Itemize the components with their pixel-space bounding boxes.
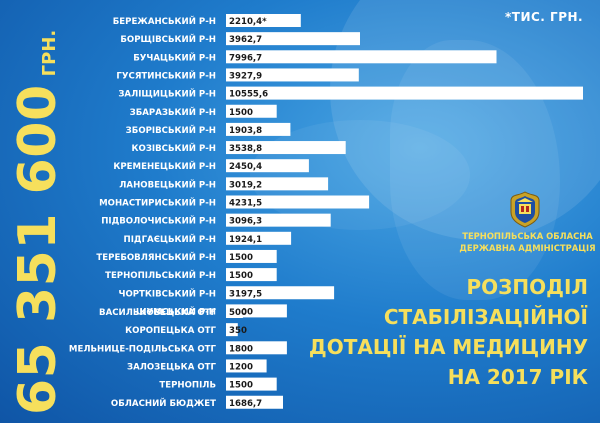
bar bbox=[226, 377, 277, 391]
category-label: КРЕМЕНЕЦЬКИЙ Р-Н bbox=[113, 160, 216, 172]
bar bbox=[226, 305, 243, 318]
data-label: 2450,4 bbox=[229, 162, 262, 172]
category-label: ТЕРЕБОВЛЯНСЬКИЙ Р-Н bbox=[96, 251, 216, 263]
bar bbox=[226, 104, 277, 118]
bar bbox=[226, 159, 309, 173]
category-label: КОЗІВСЬКИЙ Р-Н bbox=[132, 142, 217, 154]
category-label: ЗАЛОЗЕЦЬКА ОТГ bbox=[127, 362, 217, 372]
headline-line: НА 2017 РІК bbox=[447, 365, 588, 389]
data-label: 3096,3 bbox=[229, 217, 262, 227]
bar bbox=[226, 323, 238, 337]
category-label: ЗАЛІЩИЦЬКИЙ Р-Н bbox=[118, 88, 216, 100]
data-label: 1903,8 bbox=[229, 126, 262, 136]
bar bbox=[226, 177, 329, 191]
organization-line: ТЕРНОПІЛЬСЬКА ОБЛАСНА bbox=[462, 231, 593, 241]
data-label: 1500 bbox=[229, 108, 253, 118]
category-label: БУЧАЦЬКИЙ Р-Н bbox=[133, 51, 216, 63]
bar bbox=[226, 395, 283, 409]
category-label: ВАСИЛЬКОВЕЦЬКА ОТГ bbox=[99, 308, 216, 318]
category-label: МЕЛЬНИЦЕ-ПОДІЛЬСЬКА ОТГ bbox=[69, 344, 217, 354]
bar bbox=[226, 86, 583, 100]
category-label: КОРОПЕЦЬКА ОТГ bbox=[125, 326, 216, 336]
category-label: ОБЛАСНИЙ БЮДЖЕТ bbox=[111, 397, 216, 409]
background-shape bbox=[390, 40, 560, 300]
category-label: ЗБАРАЗЬКИЙ Р-Н bbox=[130, 106, 216, 118]
background-shape bbox=[250, 120, 470, 230]
data-label: 3927,9 bbox=[229, 71, 262, 81]
data-label: 1924,1 bbox=[229, 235, 262, 245]
data-label: 2210,4* bbox=[229, 17, 267, 27]
category-label: МОНАСТИРИСЬКИЙ Р-Н bbox=[99, 197, 216, 209]
data-label: 1500 bbox=[229, 253, 253, 263]
headline-line: РОЗПОДІЛ bbox=[466, 275, 588, 299]
data-label: 3538,8 bbox=[229, 144, 262, 154]
bar bbox=[226, 213, 331, 227]
data-label: 10555,6 bbox=[229, 90, 268, 100]
data-label: 1200 bbox=[229, 362, 253, 372]
data-label: 1500 bbox=[229, 381, 253, 391]
category-label: ПІДВОЛОЧИСЬКИЙ Р-Н bbox=[101, 215, 216, 227]
bar bbox=[226, 141, 346, 155]
headline: РОЗПОДІЛ СТАБІЛІЗАЦІЙНОЇ ДОТАЦІЇ НА МЕДИ… bbox=[300, 272, 588, 392]
bar bbox=[226, 341, 287, 355]
data-label: 1800 bbox=[229, 344, 253, 354]
bar bbox=[226, 68, 359, 82]
category-label: БОРЩІВСЬКИЙ Р-Н bbox=[120, 33, 216, 45]
headline-line: СТАБІЛІЗАЦІЙНОЇ bbox=[383, 305, 588, 329]
organization-line: ДЕРЖАВНА АДМІНІСТРАЦІЯ bbox=[459, 243, 596, 253]
bar bbox=[226, 14, 301, 27]
data-label: 3019,2 bbox=[229, 180, 262, 190]
category-label: ЗБОРІВСЬКИЙ Р-Н bbox=[126, 124, 216, 136]
category-label: ТЕРНОПІЛЬ bbox=[159, 381, 216, 391]
headline-line: ДОТАЦІЇ НА МЕДИЦИНУ bbox=[308, 335, 588, 359]
bar bbox=[226, 50, 497, 64]
category-label: ЧОРТКІВСЬКИЙ Р-Н bbox=[119, 287, 217, 299]
bar bbox=[226, 32, 360, 46]
coat-of-arms-icon bbox=[510, 191, 540, 228]
data-label: 350 bbox=[229, 326, 247, 336]
bar bbox=[226, 359, 267, 373]
data-label: 3197,5 bbox=[229, 289, 262, 299]
category-label: ШУМСЬКИЙ Р-Н bbox=[136, 305, 216, 317]
organization-name: ТЕРНОПІЛЬСЬКА ОБЛАСНА ДЕРЖАВНА АДМІНІСТР… bbox=[455, 230, 600, 254]
data-label: 7996,7 bbox=[229, 53, 262, 63]
data-label: 500 bbox=[229, 308, 247, 318]
data-label: 1500 bbox=[229, 271, 253, 281]
category-label: ПІДГАЄЦЬКИЙ Р-Н bbox=[124, 233, 216, 245]
bar bbox=[226, 286, 335, 300]
bar bbox=[226, 231, 292, 245]
category-label: ТЕРНОПІЛЬСЬКИЙ Р-Н bbox=[105, 269, 216, 281]
bar bbox=[226, 122, 291, 136]
data-label: 3962,7 bbox=[229, 35, 262, 45]
category-label: БЕРЕЖАНСЬКИЙ Р-Н bbox=[113, 15, 216, 27]
unit-note: *ТИС. ГРН. bbox=[505, 10, 584, 24]
bar bbox=[226, 249, 277, 263]
category-label: ЛАНОВЕЦЬКИЙ Р-Н bbox=[119, 178, 216, 190]
category-label: ГУСЯТИНСЬКИЙ Р-Н bbox=[116, 69, 216, 81]
data-label: 4231,5 bbox=[229, 199, 262, 209]
bar bbox=[226, 268, 277, 282]
data-label: 1686,7 bbox=[229, 399, 262, 409]
bar bbox=[226, 195, 370, 209]
